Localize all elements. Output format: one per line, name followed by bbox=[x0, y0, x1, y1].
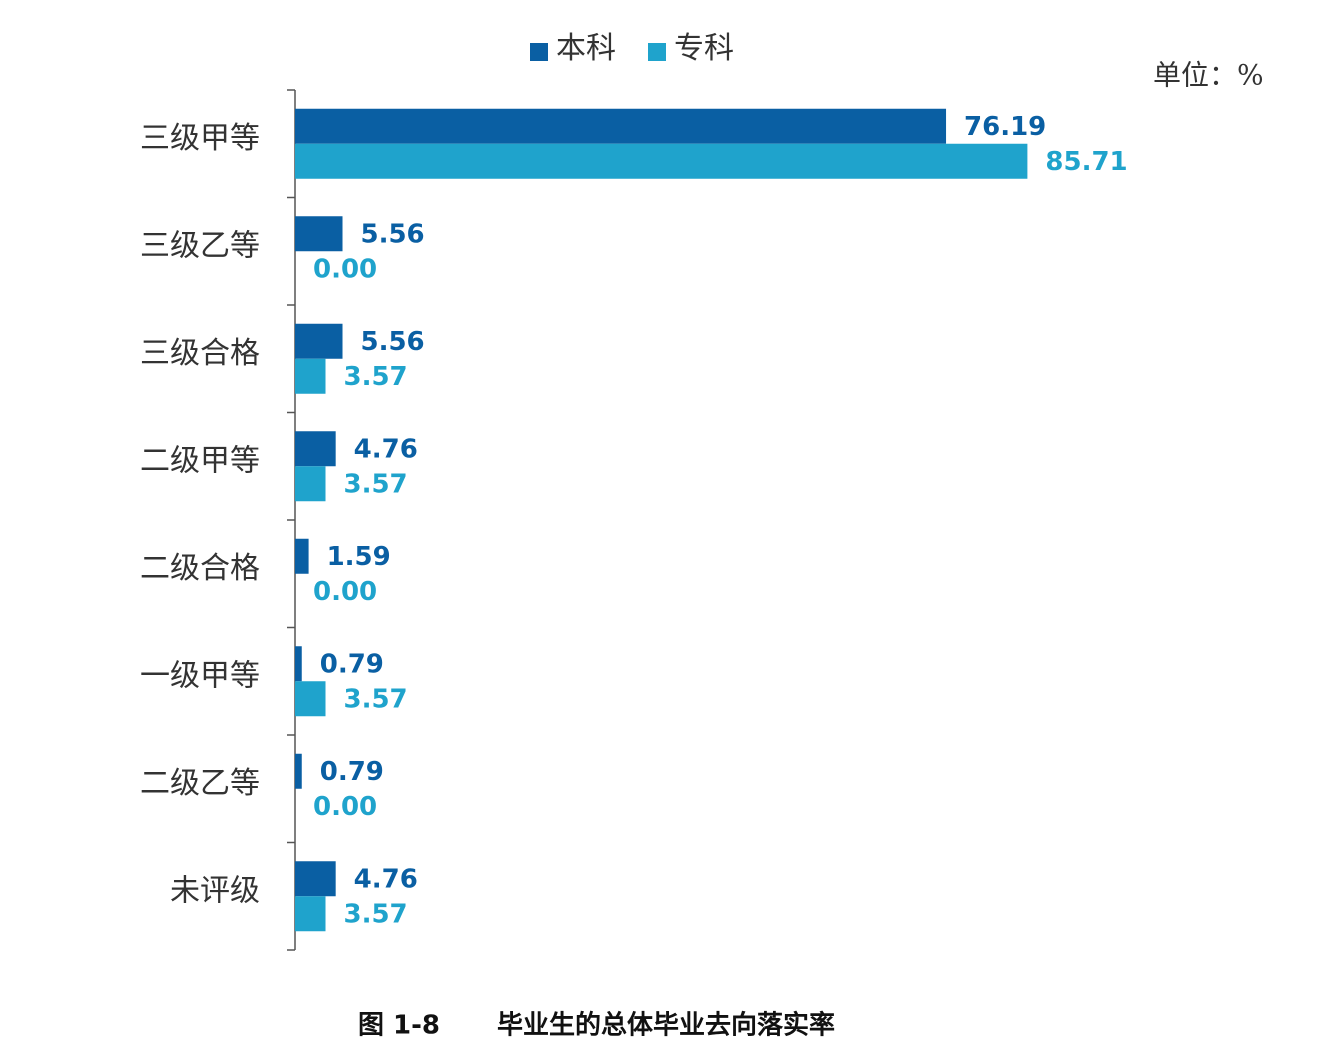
bar bbox=[295, 861, 336, 897]
value-label: 3.57 bbox=[344, 362, 408, 392]
value-label: 0.79 bbox=[320, 757, 384, 787]
y-tick-label: 三级合格 bbox=[140, 336, 260, 371]
value-label: 85.71 bbox=[1045, 147, 1127, 177]
y-tick-label: 三级乙等 bbox=[140, 228, 260, 263]
y-tick-label: 二级甲等 bbox=[140, 443, 260, 478]
bar bbox=[295, 216, 343, 252]
chart-title: 毕业生的总体毕业去向落实率 bbox=[497, 1010, 835, 1041]
y-tick-label: 一级甲等 bbox=[140, 658, 260, 693]
unit-label: 单位：% bbox=[1153, 59, 1264, 92]
value-label: 0.00 bbox=[313, 577, 377, 607]
value-label: 4.76 bbox=[354, 434, 418, 464]
bar bbox=[295, 538, 309, 574]
bar bbox=[295, 358, 326, 394]
legend-swatch bbox=[530, 43, 548, 61]
legend-label: 本科 bbox=[556, 31, 616, 66]
legend-label: 专科 bbox=[674, 31, 734, 66]
figure-label: 图 1-8 bbox=[358, 1011, 440, 1041]
value-label: 3.57 bbox=[344, 469, 408, 499]
legend-swatch bbox=[648, 43, 666, 61]
bar bbox=[295, 323, 343, 359]
y-tick-label: 三级甲等 bbox=[140, 121, 260, 156]
value-label: 1.59 bbox=[327, 542, 391, 572]
y-tick-label: 未评级 bbox=[170, 873, 260, 908]
value-label: 3.57 bbox=[344, 684, 408, 714]
value-label: 5.56 bbox=[361, 327, 425, 357]
value-label: 0.00 bbox=[313, 254, 377, 284]
value-label: 76.19 bbox=[964, 112, 1046, 142]
bar bbox=[295, 681, 326, 717]
bar bbox=[295, 108, 947, 144]
y-tick-label: 二级合格 bbox=[140, 551, 260, 586]
bar bbox=[295, 431, 336, 467]
bar bbox=[295, 466, 326, 502]
value-label: 0.79 bbox=[320, 649, 384, 679]
bar bbox=[295, 143, 1028, 179]
value-label: 3.57 bbox=[344, 899, 408, 929]
value-label: 4.76 bbox=[354, 864, 418, 894]
bar bbox=[295, 753, 302, 789]
bar bbox=[295, 896, 326, 932]
value-label: 0.00 bbox=[313, 792, 377, 822]
y-tick-label: 二级乙等 bbox=[140, 766, 260, 801]
value-label: 5.56 bbox=[361, 219, 425, 249]
bar bbox=[295, 646, 302, 682]
